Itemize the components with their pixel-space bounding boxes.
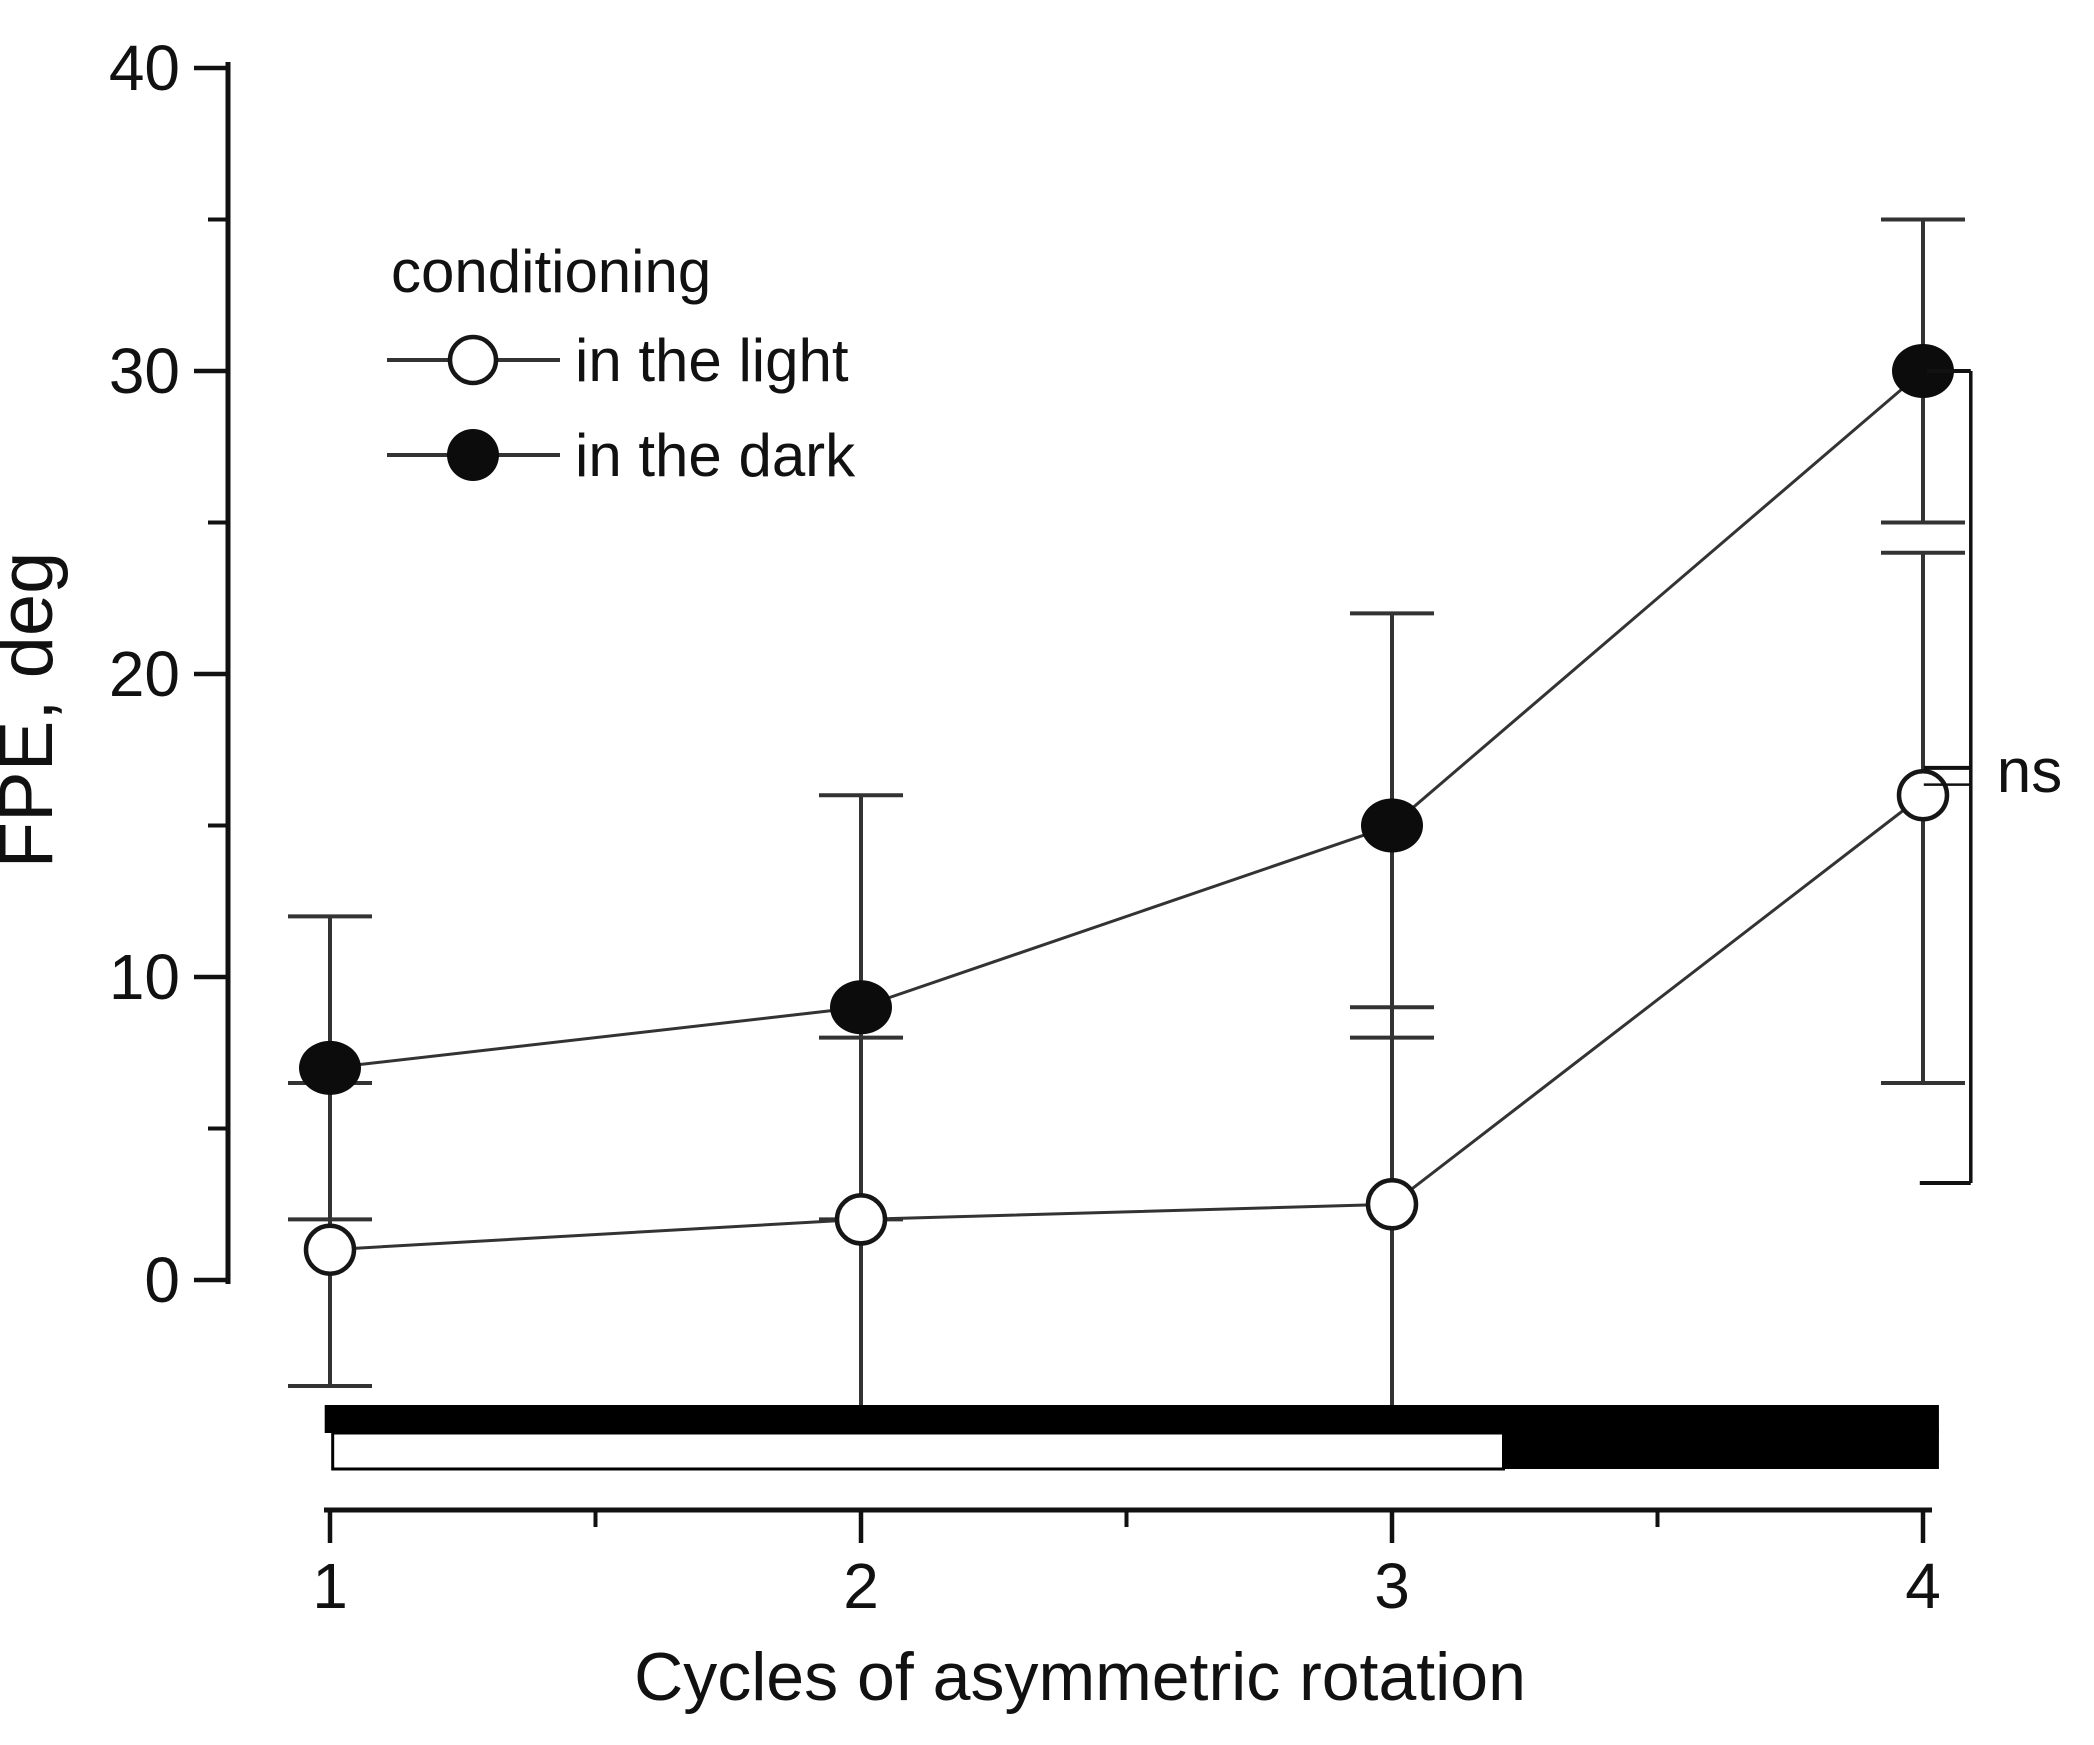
y-tick-label: 40 [109, 32, 180, 104]
y-tick-label: 30 [109, 335, 180, 407]
data-point-light-4 [1896, 768, 1950, 822]
error-bars-dark [288, 217, 1965, 1222]
ns-label: ns [1997, 737, 2062, 806]
y-axis-title: FPE, deg [0, 552, 69, 869]
y-tick-label: 20 [109, 638, 180, 710]
data-points-light [303, 768, 1950, 1276]
legend-title: conditioning [391, 238, 711, 305]
series-line-dark [329, 369, 1924, 1070]
x-axis: 1 2 3 4 Cycles of asymmetric rotation [312, 1507, 1941, 1715]
y-tick-label: 10 [109, 941, 180, 1013]
data-points-dark [299, 344, 1954, 1095]
data-point-light-3 [1365, 1178, 1419, 1231]
series-line-light [329, 794, 1924, 1252]
conditioning-bars [324, 1405, 1939, 1471]
legend-entry-label: in the light [575, 327, 849, 394]
error-bars-light [288, 550, 1965, 1419]
data-point-dark-3 [1361, 798, 1423, 853]
x-axis-title: Cycles of asymmetric rotation [634, 1639, 1526, 1715]
legend-entry-label: in the dark [575, 422, 856, 489]
dark-condition-bar [324, 1405, 1939, 1433]
legend: conditioning in the light in the dark [387, 238, 856, 489]
legend-filled-circle-icon [447, 429, 499, 481]
light-condition-bar-white-segment [331, 1431, 1506, 1471]
y-axis: 0 10 20 30 40 FPE, deg [0, 32, 231, 1316]
x-tick-label: 3 [1374, 1550, 1410, 1622]
data-point-dark-1 [299, 1040, 361, 1095]
data-point-light-2 [834, 1193, 888, 1246]
significance-bracket: ns [1919, 369, 2062, 1186]
data-point-dark-2 [830, 980, 892, 1035]
light-condition-bar-dark-segment [1503, 1429, 1939, 1469]
x-tick-label: 2 [843, 1550, 879, 1622]
data-point-dark-4 [1892, 344, 1954, 398]
data-point-light-1 [303, 1223, 357, 1276]
y-tick-label: 0 [144, 1244, 180, 1316]
x-tick-label: 4 [1905, 1550, 1941, 1622]
x-tick-label: 1 [312, 1550, 348, 1622]
legend-open-circle-icon [447, 334, 499, 386]
